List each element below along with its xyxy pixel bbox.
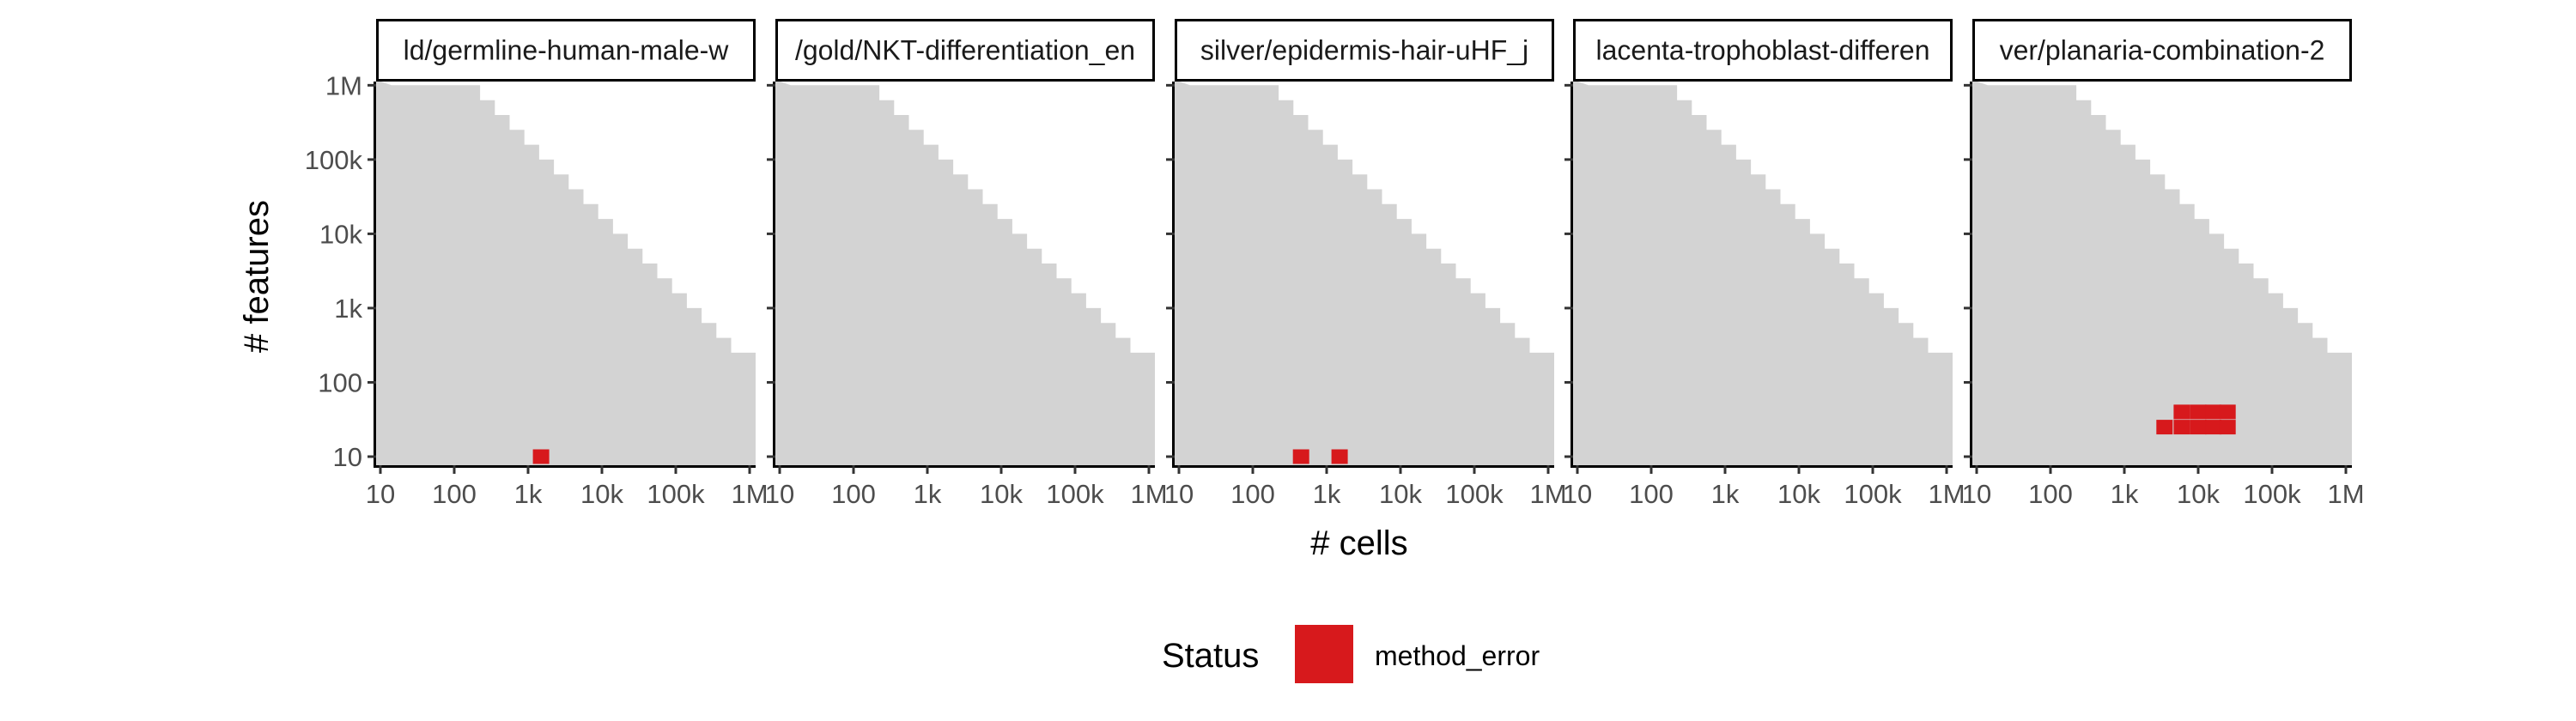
feasible-region (1972, 82, 2352, 465)
feasible-region (1573, 82, 1953, 465)
x-tick-label: 10 (366, 479, 395, 509)
legend-label-method-error: method_error (1375, 640, 1540, 671)
x-tick-label: 1k (1313, 479, 1341, 509)
x-tick-label: 1M (1130, 479, 1167, 509)
y-tick-label: 10k (319, 219, 362, 249)
error-cell (2173, 420, 2190, 435)
x-tick-label: 100 (831, 479, 876, 509)
x-tick-label: 10k (1777, 479, 1820, 509)
y-tick-label: 100 (318, 367, 362, 397)
x-tick-label: 10 (1962, 479, 1991, 509)
legend: Status method_error (1162, 625, 1540, 683)
x-tick-label: 100k (2243, 479, 2301, 509)
x-tick-label: 1M (731, 479, 768, 509)
facet-strip-label: ld/germline-human-male-w (404, 35, 730, 66)
y-tick-label: 1k (334, 294, 362, 324)
facet-strip (1175, 19, 1554, 82)
x-tick-label: 10k (980, 479, 1023, 509)
x-tick-label: 1M (1928, 479, 1965, 509)
x-tick-label: 10 (1563, 479, 1592, 509)
x-tick-label: 10k (2177, 479, 2220, 509)
error-cell (2173, 404, 2190, 420)
error-cell (2205, 404, 2222, 420)
x-tick-label: 1k (1711, 479, 1740, 509)
facet-strip-label: silver/epidermis-hair-uHF_j (1200, 35, 1528, 66)
facet-strip (376, 19, 756, 82)
facet-strip-label: ver/planaria-combination-2 (2000, 35, 2325, 66)
facet-strip (1573, 19, 1953, 82)
y-tick-label: 10 (333, 442, 362, 472)
y-axis-title: # features (238, 200, 276, 353)
facet-panel: lacenta-trophoblast-differen 10 100 1k 10k 10… (1563, 19, 1965, 509)
facet-panels: ld/germline-human-male-w 10 100 1k 10k 100k 1M… (305, 19, 2365, 509)
feasible-region (1175, 82, 1554, 465)
error-cell (2219, 404, 2236, 420)
legend-title: Status (1162, 637, 1259, 675)
x-tick-label: 1k (514, 479, 543, 509)
facet-strip-label: /gold/NKT-differentiation_en (795, 35, 1135, 66)
facet-panel: ld/germline-human-male-w 10 100 1k 10k 100k 1M… (305, 19, 769, 509)
error-cell (2205, 420, 2222, 435)
error-cell (532, 449, 550, 464)
error-cell (1292, 449, 1309, 464)
y-tick-label: 1M (325, 70, 362, 100)
y-tick-label: 100k (305, 145, 363, 175)
x-tick-label: 100 (432, 479, 477, 509)
x-tick-label: 1k (914, 479, 942, 509)
error-cell (2156, 420, 2173, 435)
x-tick-label: 100k (1844, 479, 1902, 509)
error-cell (2219, 420, 2236, 435)
facet-panel: silver/epidermis-hair-uHF_j 10 100 1k 10k 100… (1164, 19, 1567, 509)
x-tick-label: 100 (2028, 479, 2073, 509)
x-tick-label: 10 (1164, 479, 1194, 509)
facet-strip-label: lacenta-trophoblast-differen (1596, 35, 1930, 66)
error-cell (1331, 449, 1348, 464)
x-tick-label: 10 (765, 479, 794, 509)
x-tick-label: 100 (1629, 479, 1674, 509)
error-cell (2190, 404, 2207, 420)
x-tick-label: 1M (1529, 479, 1566, 509)
facet-strip (1972, 19, 2352, 82)
x-tick-label: 1M (2327, 479, 2364, 509)
x-axis-title: # cells (1310, 524, 1407, 562)
facet-panel: /gold/NKT-differentiation_en 10 100 1k 10k 10… (765, 19, 1168, 509)
facet-panel: ver/planaria-combination-2 10 100 1k 10k 100k… (1962, 19, 2365, 509)
facet-strip (775, 19, 1155, 82)
feasible-region (775, 82, 1155, 465)
feasible-region (376, 82, 756, 465)
error-cell (2190, 420, 2207, 435)
x-tick-label: 10k (1379, 479, 1422, 509)
x-tick-label: 10k (580, 479, 623, 509)
x-tick-label: 100k (1046, 479, 1104, 509)
x-tick-label: 100 (1230, 479, 1275, 509)
x-tick-label: 100k (647, 479, 705, 509)
x-tick-label: 1k (2111, 479, 2139, 509)
legend-key-method-error (1295, 625, 1353, 683)
x-tick-label: 100k (1445, 479, 1504, 509)
